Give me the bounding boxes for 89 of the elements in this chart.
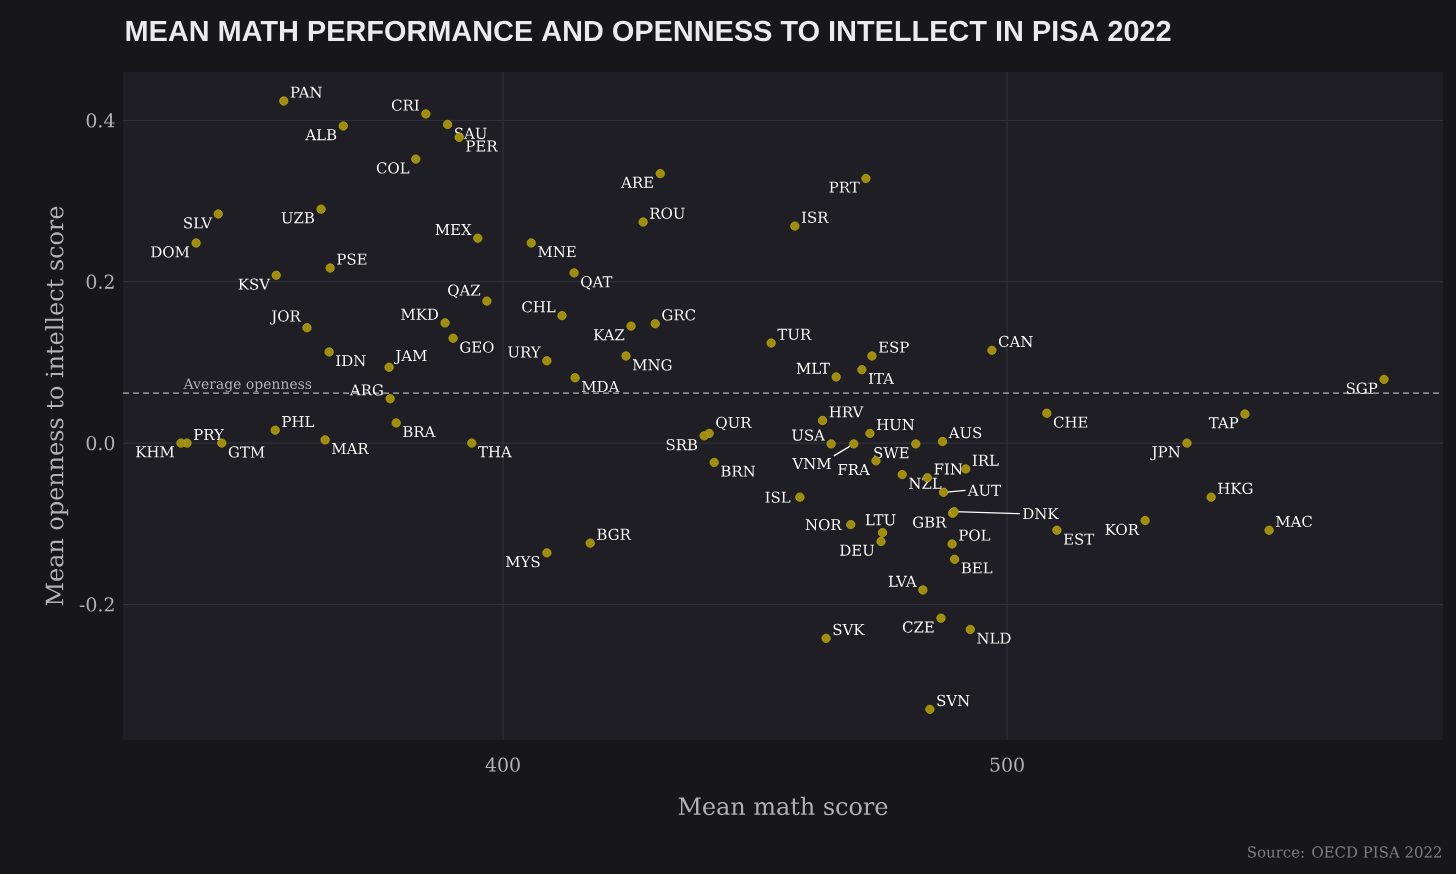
annotation: AUT xyxy=(967,484,1001,496)
annotation: THA xyxy=(478,446,512,458)
annotation: QUR xyxy=(716,416,752,431)
annotation: NOR xyxy=(805,518,842,531)
annotation: KSV xyxy=(238,278,271,290)
annotation: PRY xyxy=(194,429,225,440)
annotation: JPN xyxy=(1150,446,1181,461)
annotation: ARE xyxy=(621,176,653,188)
annotation: CHE xyxy=(1053,416,1088,428)
annotation: PER xyxy=(466,140,498,152)
annotation: KAZ xyxy=(593,329,625,341)
annotation: MYS xyxy=(506,556,540,568)
annotation: SWE xyxy=(874,447,909,459)
annotation: MAC xyxy=(1276,515,1312,528)
annotation: ISR xyxy=(801,211,829,223)
y-tick-label: 0.0 xyxy=(86,435,115,451)
x-tick-label: 500 xyxy=(990,757,1024,772)
annotation: JOR xyxy=(270,310,302,325)
annotation: HRV xyxy=(829,406,864,418)
annotation: FRA xyxy=(838,464,870,475)
annotation: URY xyxy=(508,346,541,358)
ref-line-label: Average openness xyxy=(183,378,312,392)
annotation: LTU xyxy=(865,514,896,526)
annotation: ROU xyxy=(650,207,685,219)
annotation: USA xyxy=(792,429,826,441)
annotation: KOR xyxy=(1105,523,1140,536)
annotation: CRI xyxy=(391,99,419,111)
annotation: SRB xyxy=(666,439,697,451)
annotation: GBR xyxy=(913,516,947,528)
annotation: CHL xyxy=(522,301,556,313)
annotation: CAN xyxy=(998,335,1033,348)
annotation: TUR xyxy=(777,328,812,340)
x-tick-label: 400 xyxy=(485,757,520,772)
annotation: VNM xyxy=(792,458,831,470)
annotation: NLD xyxy=(977,632,1011,644)
annotation: FIN xyxy=(934,463,963,475)
annotation: PSE xyxy=(337,253,367,265)
annotation: MNG xyxy=(632,359,672,371)
y-tick-label: -0.2 xyxy=(79,597,114,612)
annotation: MKD xyxy=(401,308,438,320)
annotation: BRA xyxy=(403,426,436,438)
annotation: GEO xyxy=(460,341,494,353)
annotation: QAZ xyxy=(448,284,481,298)
annotation: SLV xyxy=(184,217,213,229)
annotation: SVN xyxy=(937,694,970,707)
annotation: IDN xyxy=(336,355,366,367)
annotation: EST xyxy=(1063,533,1095,545)
x-axis-title: Mean math score xyxy=(678,796,888,816)
annotation: AUS xyxy=(948,426,982,439)
source-note: Source: OECD PISA 2022 xyxy=(1248,846,1441,858)
annotation: BEL xyxy=(961,562,993,574)
y-tick-label: 0.4 xyxy=(86,113,115,128)
annotation: ESP xyxy=(878,341,909,353)
y-axis-title: Mean openness to intellect score xyxy=(45,206,69,606)
annotation: TAP xyxy=(1208,417,1239,429)
annotation: UZB xyxy=(281,212,314,224)
annotation: PHL xyxy=(282,416,315,427)
annotation: GTM xyxy=(228,446,265,458)
annotation: BRN xyxy=(721,465,756,477)
annotation: CZE xyxy=(902,621,934,633)
annotation: DOM xyxy=(151,246,190,258)
annotation: GRC xyxy=(662,309,696,321)
chart-title: MEAN MATH PERFORMANCE AND OPENNESS TO INTELLECT IN PISA 2022 xyxy=(126,20,1171,42)
annotation: JAM xyxy=(394,350,427,365)
annotation: MDA xyxy=(582,380,620,392)
annotation: QAT xyxy=(581,276,613,290)
annotation: KHM xyxy=(136,446,174,458)
annotation: MAR xyxy=(332,443,370,454)
annotation: MLT xyxy=(796,362,830,374)
annotation: HKG xyxy=(1218,482,1253,494)
annotation: ARG xyxy=(349,384,383,396)
annotation: ALB xyxy=(305,129,337,141)
annotation: PRT xyxy=(829,181,860,193)
annotation: ISL xyxy=(765,491,791,503)
annotation: ITA xyxy=(868,372,895,384)
annotation: DNK xyxy=(1023,508,1059,520)
annotation: POL xyxy=(959,529,991,541)
annotation: COL xyxy=(376,162,410,174)
annotation: SVK xyxy=(833,623,865,636)
annotation: BGR xyxy=(597,528,632,540)
annotation: MNE xyxy=(538,246,576,258)
annotation: LVA xyxy=(888,575,917,587)
annotation: SGP xyxy=(1346,382,1378,394)
y-tick-label: 0.2 xyxy=(86,274,114,289)
annotation: PAN xyxy=(290,86,322,98)
annotation: DEU xyxy=(840,544,875,556)
annotation: MEX xyxy=(435,224,472,235)
annotation: IRL xyxy=(972,454,999,466)
annotation: HUN xyxy=(876,419,915,431)
